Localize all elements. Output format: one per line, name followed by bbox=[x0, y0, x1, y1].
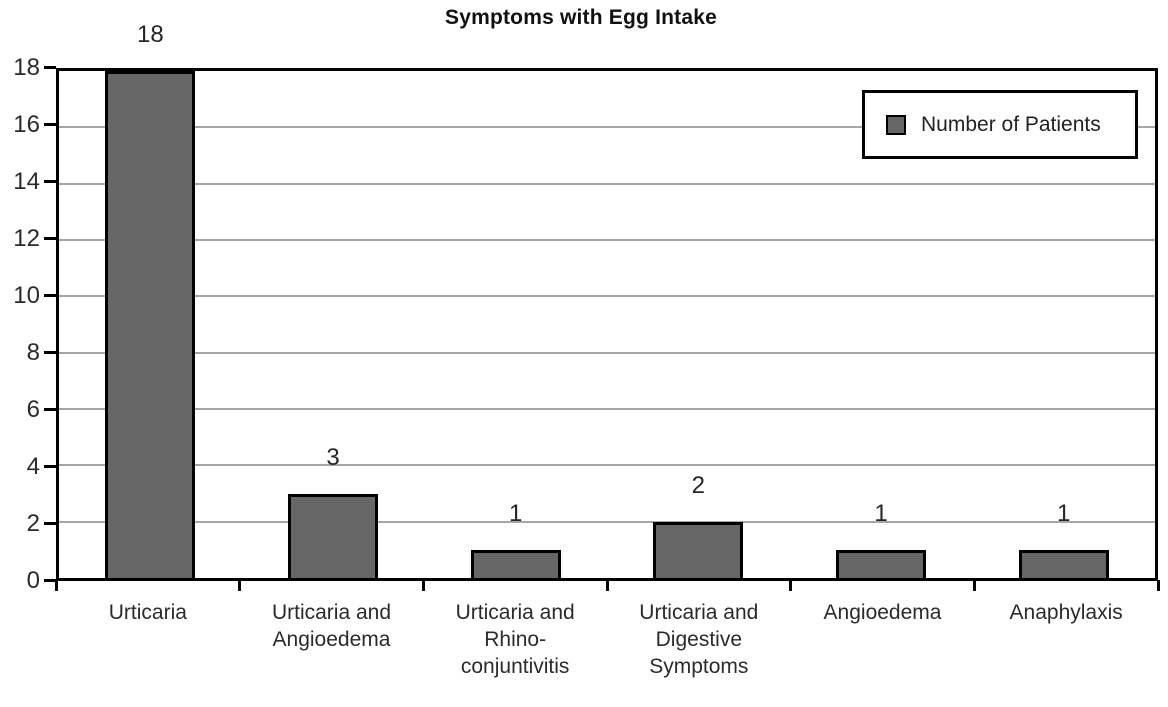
y-axis-label-2: 2 bbox=[26, 510, 40, 537]
category-label-line: Urticaria and bbox=[271, 601, 392, 624]
gridline-6 bbox=[59, 408, 1155, 411]
bar-value-label: 3 bbox=[326, 443, 340, 471]
category-label-line: Symptoms bbox=[649, 655, 749, 678]
category-label-line: conjuntivitis bbox=[460, 655, 570, 678]
y-axis-tick-16 bbox=[44, 123, 56, 126]
y-axis-tick-2 bbox=[44, 522, 56, 525]
y-axis-tick-10 bbox=[44, 294, 56, 297]
x-axis-boundary-tick-6 bbox=[1156, 580, 1160, 591]
chart-bar-0 bbox=[105, 71, 196, 578]
gridline-2 bbox=[59, 520, 1155, 523]
bar-value-label: 1 bbox=[1056, 499, 1071, 527]
gridline-10 bbox=[59, 295, 1155, 298]
category-label-line: Urticaria and bbox=[455, 601, 575, 624]
category-label-line: Anaphylaxis bbox=[1009, 601, 1123, 624]
y-axis-label-10: 10 bbox=[13, 282, 40, 309]
legend-label: Number of Patients bbox=[921, 112, 1101, 136]
gridline-12 bbox=[59, 239, 1155, 242]
gridline-16 bbox=[59, 126, 1155, 129]
category-label-line: Urticaria bbox=[108, 601, 187, 624]
chart-title: Symptoms with Egg Intake bbox=[444, 6, 717, 29]
y-axis-tick-0 bbox=[44, 579, 56, 582]
y-axis-label-8: 8 bbox=[26, 339, 40, 366]
chart-bar-1 bbox=[288, 493, 378, 578]
y-axis-tick-18 bbox=[44, 66, 56, 69]
y-axis-label-4: 4 bbox=[26, 453, 40, 480]
y-axis-tick-4 bbox=[44, 465, 56, 468]
y-axis-tick-14 bbox=[44, 180, 56, 183]
category-label-2: Urticaria and Rhino-conjuntivitis bbox=[456, 599, 575, 680]
x-axis-boundary-tick-3 bbox=[605, 580, 609, 591]
y-axis-label-6: 6 bbox=[26, 396, 40, 423]
x-axis-boundary-tick-5 bbox=[972, 580, 976, 591]
category-label-line: Urticaria and bbox=[639, 601, 759, 624]
gridline-4 bbox=[59, 464, 1155, 467]
chart-bar-3 bbox=[653, 521, 744, 578]
x-axis-boundary-tick-0 bbox=[54, 580, 58, 591]
category-label-line: Digestive bbox=[655, 628, 743, 651]
category-label-3: Urticaria and Digestive Symptoms bbox=[639, 599, 758, 680]
y-axis-label-12: 12 bbox=[13, 225, 40, 252]
bar-value-label: 18 bbox=[136, 21, 164, 48]
chart-bar-4 bbox=[836, 549, 926, 578]
y-axis-tick-12 bbox=[44, 237, 56, 240]
category-label-line: Rhino- bbox=[484, 628, 547, 651]
x-axis-boundary-tick-1 bbox=[238, 580, 242, 591]
y-axis-tick-6 bbox=[44, 408, 56, 411]
category-label-5: Anaphylaxis bbox=[1010, 599, 1123, 626]
y-axis-label-0: 0 bbox=[26, 567, 40, 594]
bar-value-label: 1 bbox=[874, 499, 888, 527]
y-axis-label-16: 16 bbox=[13, 111, 40, 138]
plot-area: 18 3 1 2 1 1 Number of Patients bbox=[56, 23, 1158, 581]
y-axis-label-14: 14 bbox=[13, 168, 40, 195]
y-axis-tick-8 bbox=[44, 351, 56, 354]
chart-bar-2 bbox=[470, 549, 561, 578]
y-axis-label-18: 18 bbox=[13, 54, 40, 81]
x-axis-boundary-tick-2 bbox=[421, 580, 425, 591]
legend-swatch-icon bbox=[886, 114, 906, 135]
gridline-8 bbox=[59, 351, 1155, 354]
category-label-line: Angioedema bbox=[823, 601, 942, 624]
category-label-1: Urticaria and Angioedema bbox=[272, 599, 391, 653]
chart-bar-5 bbox=[1018, 549, 1109, 578]
category-label-4: Angioedema bbox=[824, 599, 942, 626]
x-axis-boundary-tick-4 bbox=[789, 580, 793, 591]
category-label-0: Urticaria bbox=[109, 599, 187, 626]
legend: Number of Patients bbox=[862, 90, 1138, 159]
category-label-line: Angioedema bbox=[272, 628, 391, 651]
bar-value-label: 2 bbox=[691, 471, 706, 499]
gridline-14 bbox=[59, 182, 1155, 185]
bar-value-label: 1 bbox=[508, 499, 523, 527]
